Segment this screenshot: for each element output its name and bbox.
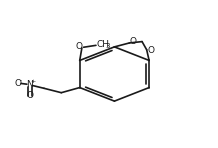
- Text: O: O: [130, 37, 137, 46]
- Text: O: O: [26, 91, 33, 100]
- Text: 3: 3: [105, 43, 109, 49]
- Text: -: -: [20, 78, 22, 83]
- Text: N: N: [27, 80, 33, 89]
- Text: O: O: [75, 42, 82, 51]
- Text: O: O: [147, 46, 154, 55]
- Text: CH: CH: [97, 40, 110, 49]
- Text: O: O: [14, 79, 22, 87]
- Text: +: +: [31, 79, 36, 84]
